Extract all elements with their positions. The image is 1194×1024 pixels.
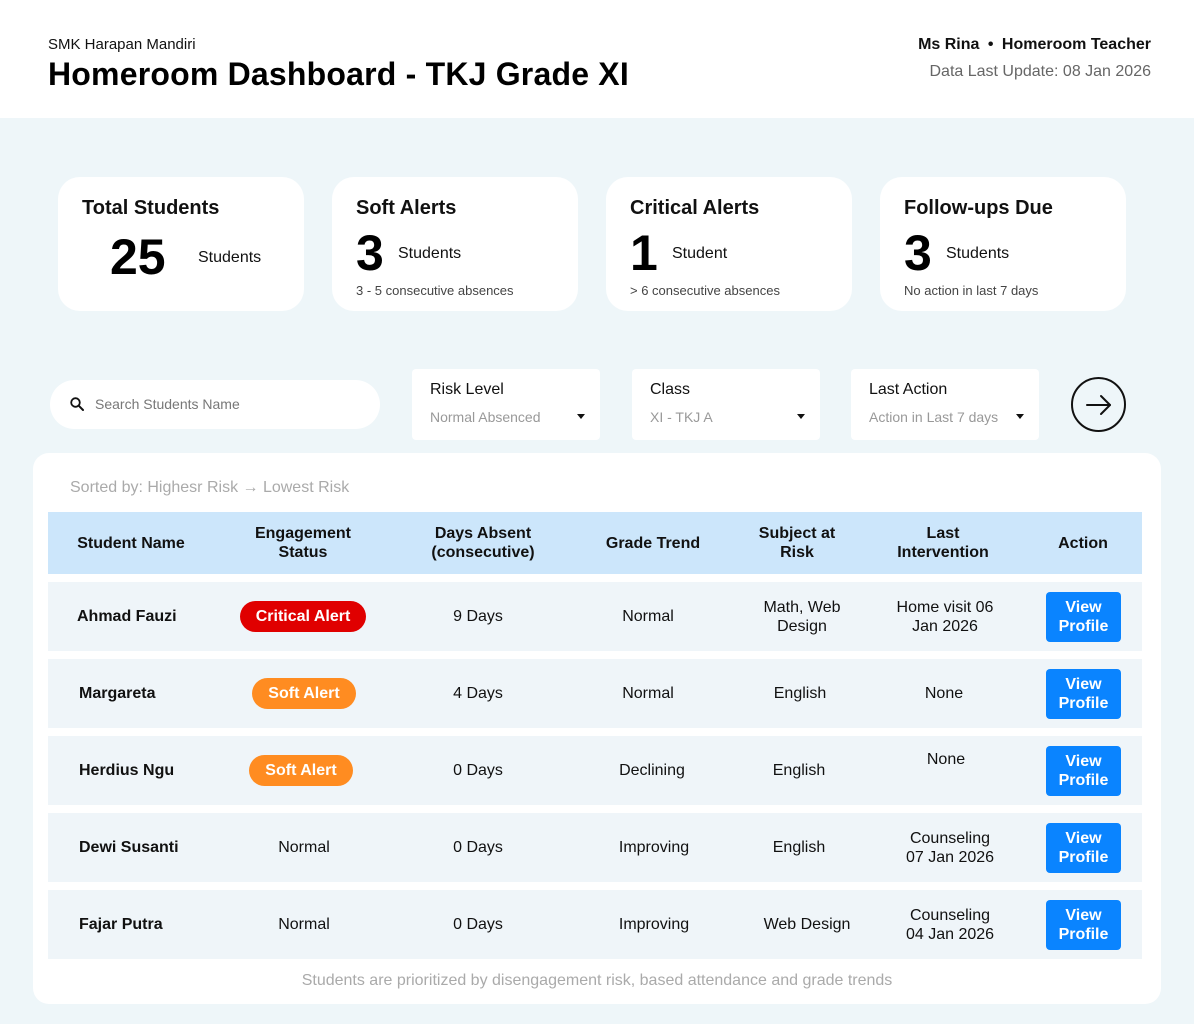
arrow-right-icon	[1086, 395, 1111, 415]
last-intervention: Home visit 06 Jan 2026	[896, 598, 994, 635]
school-name: SMK Harapan Mandiri	[48, 36, 196, 53]
engagement-status: Normal	[278, 839, 330, 856]
stat-note: > 6 consecutive absences	[630, 283, 780, 298]
grade-trend: Normal	[622, 685, 674, 702]
students-table-panel: Sorted by: Highesr Risk → Lowest Risk St…	[33, 453, 1161, 1004]
grade-trend: Declining	[619, 762, 685, 779]
subject-at-risk: Math, Web Design	[763, 598, 841, 635]
table-footnote: Students are prioritized by disengagemen…	[301, 972, 893, 989]
column-header: Subject at Risk	[758, 525, 836, 561]
days-absent: 0 Days	[453, 762, 503, 779]
filter-class[interactable]: Class XI - TKJ A	[632, 369, 820, 440]
column-header: Last Intervention	[897, 525, 989, 561]
column-header: Engagement Status	[254, 525, 351, 561]
stat-note: 3 - 5 consecutive absences	[356, 283, 514, 298]
teacher-name: Ms Rina	[918, 36, 980, 53]
stat-value: 3	[904, 225, 932, 281]
stat-card-follow-ups-due: Follow-ups Due 3 Students No action in l…	[880, 177, 1126, 311]
filter-last-action[interactable]: Last Action Action in Last 7 days	[851, 369, 1039, 440]
student-name: Margareta	[79, 685, 156, 702]
student-name: Ahmad Fauzi	[77, 608, 177, 625]
engagement-status: Soft Alert	[231, 736, 371, 805]
subject-at-risk: English	[773, 685, 827, 702]
top-header: SMK Harapan Mandiri Homeroom Dashboard -…	[0, 0, 1194, 118]
filter-risk-level[interactable]: Risk Level Normal Absenced	[412, 369, 600, 440]
engagement-status: Normal	[278, 916, 330, 933]
search-input[interactable]	[95, 392, 365, 416]
grade-trend: Improving	[618, 916, 690, 933]
last-intervention: Counseling 07 Jan 2026	[905, 829, 995, 866]
stat-unit: Students	[946, 245, 1010, 262]
table-row: Ahmad Fauzi Critical Alert 9 Days Normal…	[48, 582, 1142, 651]
stat-note: No action in last 7 days	[904, 283, 1039, 298]
view-profile-button[interactable]: View Profile	[1046, 592, 1121, 642]
column-header: Grade Trend	[605, 534, 701, 552]
table-row: Fajar Putra Normal 0 Days Improving Web …	[48, 890, 1142, 959]
view-profile-button[interactable]: View Profile	[1046, 823, 1121, 873]
status-badge: Soft Alert	[249, 755, 353, 786]
caret-down-icon	[1016, 414, 1024, 419]
last-intervention: None	[926, 750, 966, 768]
stat-card-critical-alerts: Critical Alerts 1 Student > 6 consecutiv…	[606, 177, 852, 311]
separator-dot: •	[987, 36, 994, 53]
stat-card-soft-alerts: Soft Alerts 3 Students 3 - 5 consecutive…	[332, 177, 578, 311]
days-absent: 9 Days	[453, 608, 503, 625]
student-name: Fajar Putra	[79, 916, 163, 933]
view-profile-button[interactable]: View Profile	[1046, 746, 1121, 796]
engagement-status: Soft Alert	[234, 659, 374, 728]
table-row: Dewi Susanti Normal 0 Days Improving Eng…	[48, 813, 1142, 882]
last-intervention: None	[924, 685, 964, 702]
subject-at-risk: English	[772, 839, 826, 856]
filter-value: XI - TKJ A	[650, 409, 713, 425]
engagement-status: Critical Alert	[233, 582, 373, 651]
status-badge: Soft Alert	[252, 678, 356, 709]
status-badge: Critical Alert	[239, 601, 367, 632]
filter-value: Normal Absenced	[430, 409, 541, 425]
search-icon	[70, 397, 84, 411]
stat-unit: Students	[398, 245, 462, 262]
apply-filters-button[interactable]	[1071, 377, 1126, 432]
days-absent: 0 Days	[453, 839, 503, 856]
student-name: Herdius Ngu	[79, 762, 175, 779]
stat-unit: Student	[672, 245, 728, 262]
stat-value: 3	[356, 225, 384, 281]
column-header: Action	[1058, 534, 1108, 552]
grade-trend: Normal	[622, 608, 674, 625]
sort-label: Sorted by: Highesr Risk → Lowest Risk	[70, 479, 350, 496]
filter-label: Risk Level	[430, 381, 504, 398]
stat-value: 25	[110, 229, 166, 285]
filter-label: Class	[650, 381, 691, 398]
days-absent: 0 Days	[453, 916, 503, 933]
stat-card-total-students: Total Students 25 Students	[58, 177, 304, 311]
stat-title: Total Students	[82, 197, 220, 219]
table-row: Herdius Ngu Soft Alert 0 Days Declining …	[48, 736, 1142, 805]
search-box[interactable]	[50, 380, 380, 429]
student-name: Dewi Susanti	[79, 839, 179, 856]
last-update: Data Last Update: 08 Jan 2026	[929, 63, 1152, 80]
caret-down-icon	[797, 414, 805, 419]
teacher-info: Ms Rina • Homeroom Teacher	[918, 36, 1151, 54]
filter-label: Last Action	[869, 381, 948, 398]
column-header: Days Absent (consecutive)	[431, 525, 535, 561]
table-row: Margareta Soft Alert 4 Days Normal Engli…	[48, 659, 1142, 728]
view-profile-button[interactable]: View Profile	[1046, 669, 1121, 719]
stat-value: 1	[630, 225, 658, 281]
subject-at-risk: English	[772, 762, 826, 779]
last-intervention: Counseling 04 Jan 2026	[905, 906, 995, 943]
stat-unit: Students	[198, 249, 262, 266]
stat-title: Critical Alerts	[630, 197, 760, 219]
grade-trend: Improving	[618, 839, 690, 856]
subject-at-risk: Web Design	[763, 916, 851, 933]
teacher-role: Homeroom Teacher	[1001, 36, 1151, 53]
filter-value: Action in Last 7 days	[869, 409, 999, 425]
table-header: Student Name Engagement Status Days Abse…	[48, 512, 1142, 574]
view-profile-button[interactable]: View Profile	[1046, 900, 1121, 950]
column-header: Student Name	[77, 534, 185, 552]
caret-down-icon	[577, 414, 585, 419]
page-title: Homeroom Dashboard - TKJ Grade XI	[48, 56, 629, 92]
days-absent: 4 Days	[453, 685, 503, 702]
stat-title: Soft Alerts	[356, 197, 457, 219]
stat-title: Follow-ups Due	[904, 197, 1053, 219]
